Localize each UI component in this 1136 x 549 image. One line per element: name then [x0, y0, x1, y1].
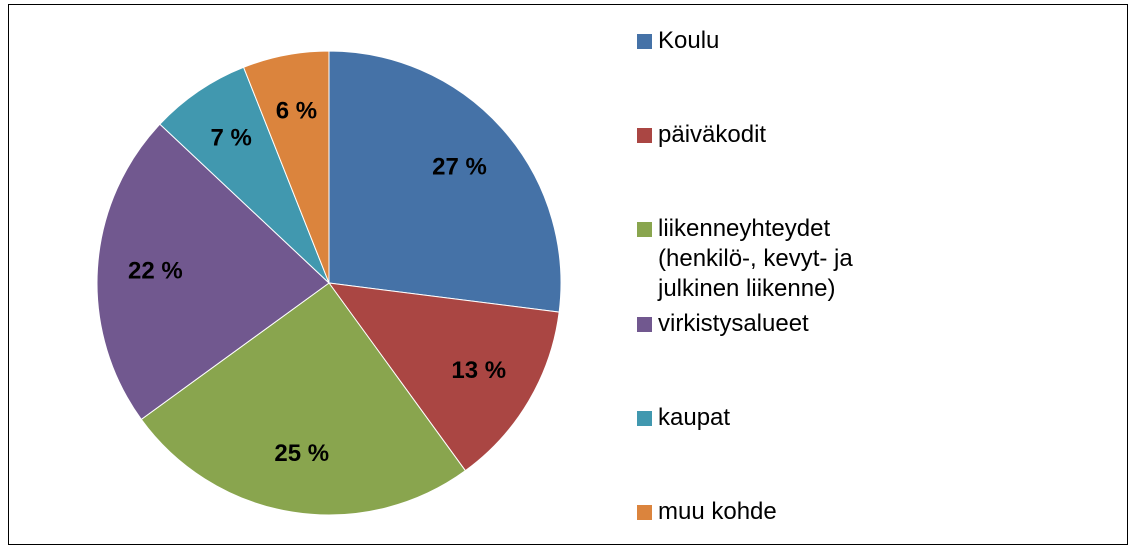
legend-swatch — [637, 34, 652, 49]
legend-entry: virkistysalueet — [637, 309, 907, 339]
legend-swatch — [637, 128, 652, 144]
legend-entry: muu kohde — [637, 497, 907, 527]
data-label: 13 % — [451, 357, 506, 384]
legend-swatch — [637, 316, 652, 332]
legend-label: virkistysalueet — [658, 309, 809, 337]
legend-label: päiväkodit — [658, 121, 767, 149]
data-label: 22 % — [128, 257, 183, 284]
pie-slice — [96, 123, 330, 421]
data-label: 7 % — [211, 124, 252, 151]
legend-swatch — [637, 505, 652, 520]
pie-slice — [242, 50, 330, 284]
chart-border — [8, 4, 1128, 545]
legend-label: liikenneyhteydet (henkilö-, kevyt- ja ju… — [658, 215, 853, 303]
legend-swatch — [637, 222, 652, 238]
data-label: 6 % — [276, 97, 317, 124]
legend-entry: päiväkodit — [637, 120, 907, 150]
data-label: 27 % — [432, 153, 487, 180]
legend-swatch — [637, 410, 652, 426]
data-label: 25 % — [274, 440, 329, 467]
legend-entry: liikenneyhteydet (henkilö-, kevyt- ja ju… — [637, 214, 907, 304]
pie-slice — [159, 66, 330, 284]
legend-entry: kaupat — [637, 403, 907, 433]
legend-label: muu kohde — [658, 498, 777, 525]
legend-entry: Koulu — [637, 26, 907, 56]
pie-slice — [327, 282, 560, 472]
pie-slice — [328, 50, 562, 313]
legend-label: Koulu — [658, 27, 720, 54]
legend-label: kaupat — [658, 403, 731, 431]
pie-slice — [140, 282, 467, 516]
